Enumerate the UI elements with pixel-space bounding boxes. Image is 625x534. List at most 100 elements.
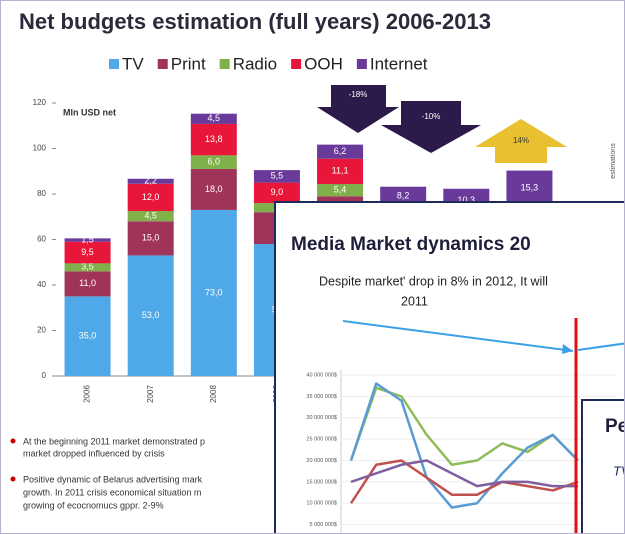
- legend-label: Radio: [233, 54, 277, 73]
- value-label: 73,0: [205, 287, 223, 297]
- bar-segment: [506, 170, 553, 206]
- legend-swatch: [356, 59, 367, 69]
- arrow: [577, 342, 624, 351]
- y-tick-label: 40: [37, 280, 46, 289]
- y-tick-label: 80: [37, 189, 46, 198]
- y-tick-label: 35 000 000$: [306, 394, 337, 400]
- arrow: [381, 101, 481, 153]
- annotation: 14%: [513, 136, 529, 145]
- arrow: [342, 320, 574, 352]
- line-series: [350, 459, 578, 488]
- arrow: [317, 85, 399, 133]
- legend-swatch: [157, 59, 168, 69]
- bar-segment: [127, 255, 174, 376]
- legend-swatch: [291, 59, 302, 69]
- bar-segment: [127, 178, 174, 184]
- bar-segment: [127, 183, 174, 212]
- subtitle: Despite market' drop in 8% in 2012, It w…: [319, 274, 548, 288]
- bar-segment: [127, 211, 174, 222]
- legend-label: Print: [171, 54, 206, 73]
- note-line: market dropped influenced by crisis: [23, 448, 165, 458]
- bar-segment: [64, 241, 111, 264]
- y-tick-label: 120: [33, 98, 47, 107]
- y-tick-label: 40 000 000$: [306, 372, 337, 378]
- bar-segment: [380, 186, 427, 206]
- legend-swatch: [109, 59, 119, 69]
- legend-label: Internet: [370, 54, 428, 73]
- bar-segment: [127, 221, 174, 256]
- value-label: 4,5: [208, 113, 221, 123]
- value-label: 1,5: [81, 234, 94, 244]
- y-tick-label: 5 000 000$: [309, 522, 337, 528]
- value-label: 6,0: [208, 157, 221, 167]
- value-label: 9,5: [81, 247, 94, 257]
- line-series: [349, 382, 579, 509]
- slide-title: Pe: [605, 416, 625, 437]
- note-line: Positive dynamic of Belarus advertising …: [23, 474, 203, 484]
- y-tick-label: 0: [42, 371, 47, 380]
- bar-segment: [317, 158, 364, 184]
- y-tick-label: 20: [37, 326, 46, 335]
- slide-content: Pe TV: [605, 416, 625, 478]
- value-label: 12,0: [142, 192, 160, 202]
- arrow-head: [562, 344, 573, 354]
- annotation: -18%: [349, 90, 368, 99]
- bar-segment: [317, 183, 364, 197]
- legend-swatch: [219, 59, 230, 69]
- note-line: growth. In 2011 crisis economical situat…: [23, 487, 201, 497]
- legend-label: TV: [122, 54, 144, 73]
- legend-label: OOH: [304, 54, 343, 73]
- bar-segment: [190, 123, 237, 156]
- annotation: -10%: [422, 112, 441, 121]
- slide-subtitle: TV: [613, 463, 625, 478]
- value-label: 5,4: [334, 185, 347, 195]
- y-tick-label: 100: [33, 144, 47, 153]
- bar-segment: [317, 144, 364, 159]
- bar-segment: [190, 155, 237, 169]
- line-slide: Media Market dynamics 20 Despite market'…: [274, 201, 624, 533]
- value-label: 15,0: [142, 233, 160, 243]
- y-tick-label: 10 000 000$: [306, 501, 337, 507]
- y-tick-label: 15 000 000$: [306, 479, 337, 485]
- y-tick-label: 60: [37, 235, 46, 244]
- value-label: 11,0: [79, 278, 96, 288]
- value-label: 9,0: [271, 187, 284, 197]
- bar-segment: [190, 209, 237, 376]
- value-label: 2,2: [144, 176, 157, 186]
- bar-segment: [64, 238, 111, 242]
- table-slide: Pe TV: [581, 399, 625, 533]
- value-label: 8,2: [397, 190, 410, 200]
- annotation: estimations: [610, 143, 617, 179]
- bar-segment: [64, 296, 111, 376]
- line-chart: Media Market dynamics 20 Despite market'…: [291, 234, 624, 533]
- value-label: 10,3: [458, 195, 476, 205]
- value-label: 15,3: [521, 182, 539, 192]
- line-series: [349, 386, 579, 467]
- arrow: [475, 119, 567, 163]
- bar-segment: [64, 271, 111, 297]
- y-tick-label: 30 000 000$: [306, 415, 337, 421]
- subtitle: 2011: [401, 294, 428, 308]
- value-label: 3,5: [81, 262, 94, 272]
- value-label: 35,0: [79, 331, 97, 341]
- value-label: 11,1: [332, 166, 349, 176]
- x-tick-label: 2006: [83, 385, 92, 403]
- value-label: 18,0: [205, 184, 223, 194]
- chart-title: Net budgets estimation (full years) 2006…: [19, 9, 491, 34]
- x-tick-label: 2008: [209, 385, 218, 403]
- bar-segment: [253, 182, 300, 204]
- y-tick-label: 20 000 000$: [306, 458, 337, 464]
- bar-segment: [64, 263, 111, 272]
- note-line: At the beginning 2011 market demonstrate…: [23, 436, 205, 446]
- value-label: 5,5: [271, 171, 284, 181]
- y-tick-label: 25 000 000$: [306, 437, 337, 443]
- value-label: 13,8: [205, 134, 223, 144]
- bullet: [10, 438, 16, 444]
- value-label: 6,2: [334, 146, 347, 156]
- y-axis-label: Mln USD net: [63, 107, 116, 117]
- chart-title: Media Market dynamics 20: [291, 234, 531, 255]
- value-label: 4,5: [144, 211, 157, 221]
- bar-segment: [253, 170, 300, 183]
- bar-segment: [190, 168, 237, 210]
